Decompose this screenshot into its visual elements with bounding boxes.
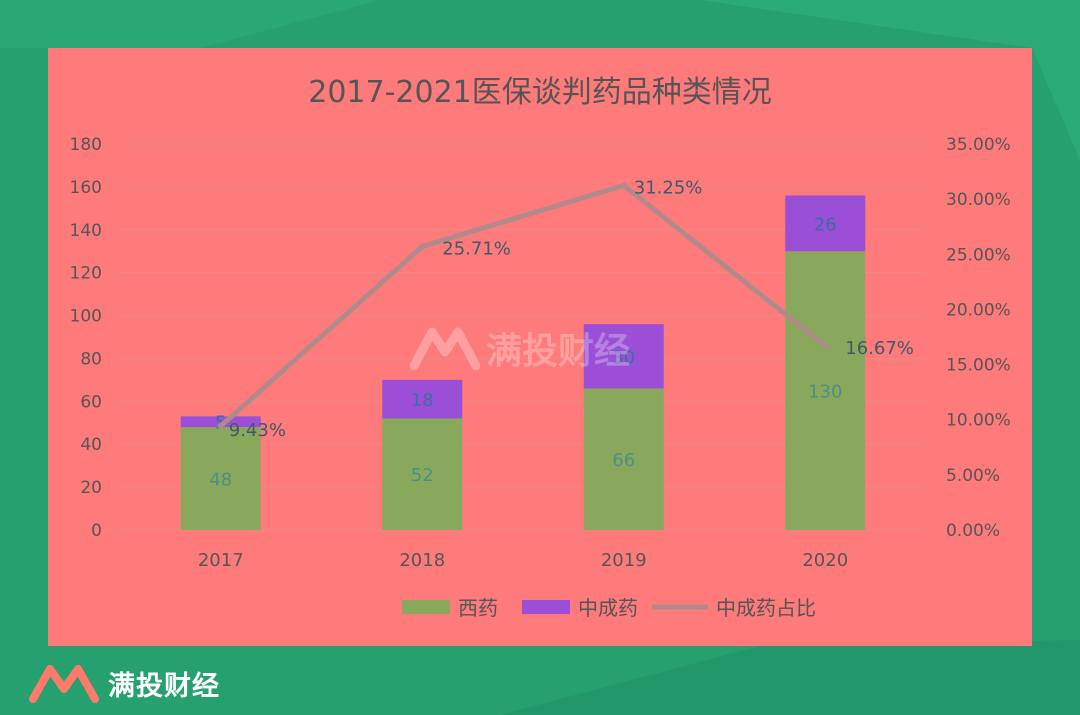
- y-left-tick-label: 0: [91, 521, 102, 541]
- y-right-tick-label: 10.00%: [946, 411, 1011, 431]
- data-label-western: 130: [808, 382, 842, 403]
- brand-logo-icon: [29, 665, 99, 703]
- x-tick-label: 2017: [198, 550, 244, 571]
- bar-tcm: [180, 416, 261, 428]
- bar-western: [382, 418, 463, 530]
- ratio-line: 9.43% 25.71% 31.25% 16.67%: [217, 177, 914, 441]
- legend-label: 中成药占比: [716, 596, 816, 620]
- chart-title: 2017-2021医保谈判药品种类情况: [308, 75, 772, 110]
- y-right-tick-label: 5.00%: [946, 466, 1000, 486]
- x-tick-label: 2019: [601, 550, 647, 571]
- legend: 西药 中成药 中成药占比: [402, 596, 816, 620]
- data-label-tcm: 26: [814, 214, 837, 235]
- y-left-tick-label: 100: [70, 307, 102, 327]
- data-label-western: 52: [411, 465, 434, 486]
- legend-label: 西药: [458, 596, 498, 620]
- data-label-tcm: 30: [612, 347, 635, 368]
- y-left-tick-label: 60: [80, 392, 102, 412]
- ratio-point: [419, 243, 426, 250]
- watermark: 满投财经: [410, 322, 630, 374]
- y-right-tick-label: 0.00%: [946, 521, 1000, 541]
- right-axis: 0.00% 5.00% 10.00% 15.00% 20.00% 25.00% 30.00%…: [946, 135, 1011, 541]
- ratio-label: 31.25%: [634, 177, 703, 198]
- ratio-polyline: [219, 182, 827, 428]
- legend-swatch: [402, 600, 450, 614]
- legend-swatch: [522, 600, 570, 614]
- brand-footer: 满投财经: [28, 658, 220, 708]
- ratio-point: [620, 182, 627, 189]
- bar-western: [583, 388, 664, 530]
- ratio-point: [217, 423, 224, 430]
- bar-tcm: [785, 195, 866, 252]
- y-left-tick-label: 20: [80, 478, 102, 498]
- x-axis: 2017 2018 2019 2020: [198, 550, 848, 571]
- x-tick-label: 2018: [399, 550, 445, 571]
- ratio-label: 25.71%: [442, 238, 511, 259]
- brand-logo-icon: [410, 327, 480, 370]
- y-right-tick-label: 15.00%: [946, 356, 1011, 376]
- legend-label: 中成药: [578, 596, 638, 620]
- data-label-western: 66: [612, 450, 635, 471]
- bar-western: [785, 251, 866, 530]
- y-right-tick-label: 25.00%: [946, 245, 1011, 265]
- bars: 4855218663013026: [180, 195, 866, 530]
- ratio-label: 16.67%: [845, 338, 914, 359]
- y-left-tick-label: 180: [70, 135, 102, 155]
- bar-tcm: [382, 379, 463, 419]
- y-left-tick-label: 80: [80, 349, 102, 369]
- watermark-text: 满投财经: [486, 331, 631, 372]
- y-right-tick-label: 35.00%: [946, 135, 1011, 155]
- chart-panel: 2017-2021医保谈判药品种类情况 0 20 40 60 80 100 120 140 16…: [48, 48, 1032, 646]
- data-label-tcm: 18: [411, 390, 434, 411]
- x-tick-label: 2020: [802, 550, 848, 571]
- bar-western: [180, 427, 261, 530]
- y-left-tick-label: 140: [70, 221, 102, 241]
- ratio-label: 9.43%: [229, 420, 286, 441]
- data-label-western: 48: [209, 470, 232, 491]
- left-axis: 0 20 40 60 80 100 120 140 160 180: [70, 135, 102, 541]
- y-left-tick-label: 40: [80, 435, 102, 455]
- chart: 2017-2021医保谈判药品种类情况 0 20 40 60 80 100 120 140 16…: [70, 75, 1011, 620]
- ratio-point: [822, 343, 829, 350]
- bar-tcm: [583, 324, 664, 389]
- y-left-tick-label: 120: [70, 264, 102, 284]
- y-left-tick-label: 160: [70, 178, 102, 198]
- y-right-tick-label: 20.00%: [946, 300, 1011, 320]
- brand-name: 满投财经: [108, 670, 220, 702]
- y-right-tick-label: 30.00%: [946, 190, 1011, 210]
